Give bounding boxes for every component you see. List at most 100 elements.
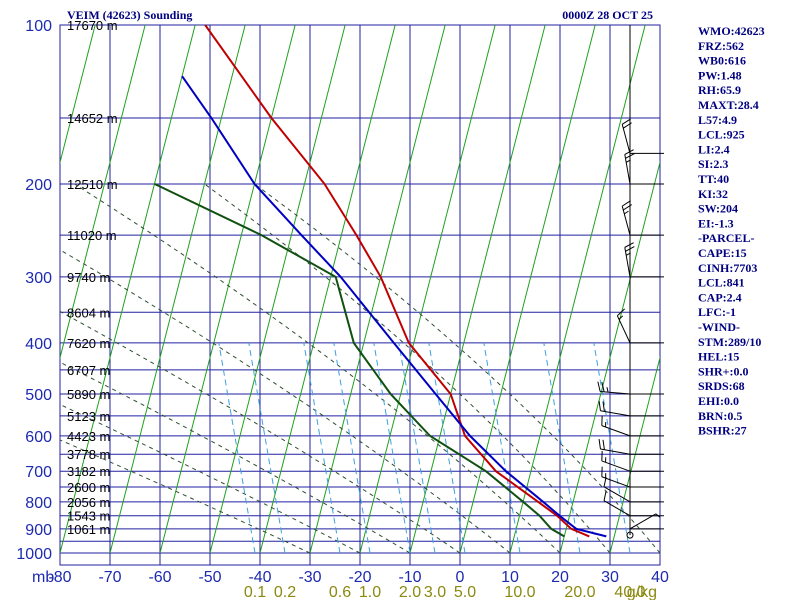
wind-barb-staff: [624, 154, 631, 185]
wind-barb-flag: [602, 439, 605, 450]
mixing-ratio-label: 0.2: [274, 584, 296, 600]
height-label: 5890 m: [67, 387, 110, 402]
mixing-ratio-label: 20.0: [564, 584, 595, 600]
index-line: FRZ:562: [698, 39, 744, 53]
height-label: 9740 m: [67, 270, 110, 285]
pressure-tick-label: 200: [25, 177, 52, 194]
isotherm: [509, 25, 646, 554]
isotherm: [159, 25, 296, 554]
height-label: 17670 m: [67, 18, 118, 33]
wind-barb-flag: [616, 308, 625, 317]
wind-barb-flag: [624, 242, 634, 248]
temperature-tick-label: -50: [198, 569, 221, 586]
height-label: 14652 m: [67, 111, 118, 126]
moist-adiabat: [60, 249, 511, 554]
mixing-ratio-label: 0.1: [244, 584, 266, 600]
index-line: LI:2.4: [698, 142, 730, 156]
index-line: CAPE:15: [698, 246, 747, 260]
height-label: 5123 m: [67, 409, 110, 424]
temperature-tick-label: 20: [551, 569, 569, 586]
mixing-ratio-label: 40.0: [614, 584, 645, 600]
index-line: LCL:925: [698, 128, 745, 142]
mixing-ratio-line: [373, 342, 411, 554]
stability-indices: WMO:42623FRZ:562WB0:616PW:1.48RH:65.9MAX…: [698, 24, 765, 438]
index-line: -PARCEL-: [698, 231, 754, 245]
wind-barb-flag: [625, 153, 635, 159]
mixing-ratio-line: [428, 342, 466, 554]
index-line: RH:65.9: [698, 83, 741, 97]
temperature-tick-label: -20: [348, 569, 371, 586]
wind-barb-flag: [602, 401, 605, 412]
mixing-ratio-line: [543, 342, 581, 554]
mixing-ratio-label: 1.0: [359, 584, 381, 600]
wind-barb-staff: [601, 476, 631, 488]
mixing-ratio-unit: g/kg: [627, 584, 657, 600]
wind-barbs: [597, 25, 664, 539]
isotherm: [60, 25, 146, 360]
pressure-unit-label: mb: [32, 569, 54, 586]
isotherm: [409, 25, 546, 554]
pressure-tick-label: 500: [25, 387, 52, 404]
index-line: EHI:0.0: [698, 394, 739, 408]
wind-barb-flag: [597, 381, 601, 392]
height-label: 6707 m: [67, 363, 110, 378]
calm-wind-circle: [626, 531, 634, 539]
isotherm: [609, 355, 660, 554]
height-label: 2600 m: [67, 480, 110, 495]
temperature-tick-label: 0: [456, 569, 465, 586]
temperature-tick-label: 10: [501, 569, 519, 586]
wind-barb-staff: [603, 500, 631, 517]
index-line: HEL:15: [698, 350, 739, 364]
index-line: BSHR:27: [698, 424, 747, 438]
index-line: MAXT:28.4: [698, 98, 759, 112]
isotherm: [60, 25, 196, 554]
chart-title: VEIM (42623) Sounding: [67, 8, 192, 22]
wind-barb-staff: [601, 425, 631, 437]
parcel-line: [181, 75, 607, 538]
index-line: -WIND-: [698, 320, 740, 334]
index-line: EI:-1.3: [698, 216, 734, 230]
wind-barb: [601, 466, 664, 488]
temperature-tick-label: -70: [98, 569, 121, 586]
mixing-ratio-line: [248, 342, 286, 554]
index-line: TT:40: [698, 172, 729, 186]
moist-adiabat: [60, 310, 461, 554]
mixing-ratio-line: [218, 342, 256, 554]
wind-barb: [601, 450, 664, 472]
height-label: 3778 m: [67, 447, 110, 462]
wind-barb-staff: [601, 460, 631, 472]
isotherm: [559, 160, 660, 554]
mixing-ratio-label: 0.6: [329, 584, 351, 600]
wind-barb-flag: [603, 490, 607, 501]
mixing-ratio-label: 2.0: [399, 584, 421, 600]
index-line: KI:32: [698, 187, 728, 201]
temperature-tick-label: 30: [601, 569, 619, 586]
isotherm: [259, 25, 396, 554]
index-line: LCL:841: [698, 276, 745, 290]
wind-barb-flag: [622, 204, 632, 211]
height-label: 11020 m: [67, 228, 117, 243]
temperature-line: [204, 25, 590, 538]
temperature-tick-label: -30: [298, 569, 321, 586]
index-line: SHR+:0.0: [698, 364, 749, 378]
wind-barb-staff: [600, 390, 631, 395]
wind-barb: [598, 400, 664, 417]
moist-adiabat: [204, 183, 611, 554]
pressure-tick-label: 1000: [16, 546, 52, 563]
wind-barb-staff: [621, 124, 631, 154]
temperature-tick-label: -80: [48, 569, 71, 586]
wind-barb-staff: [600, 448, 631, 455]
pressure-tick-label: 800: [25, 495, 52, 512]
background-lines: [60, 25, 660, 554]
wind-barb-flag: [624, 210, 629, 215]
pressure-tick-label: 100: [25, 18, 52, 35]
isotherm: [60, 25, 96, 165]
isotherm: [109, 25, 246, 554]
wind-barb: [598, 439, 664, 455]
index-line: WMO:42623: [698, 24, 765, 38]
isotherm: [209, 25, 346, 554]
temperature-tick-label: -40: [248, 569, 271, 586]
wind-barb-flag: [606, 387, 609, 393]
